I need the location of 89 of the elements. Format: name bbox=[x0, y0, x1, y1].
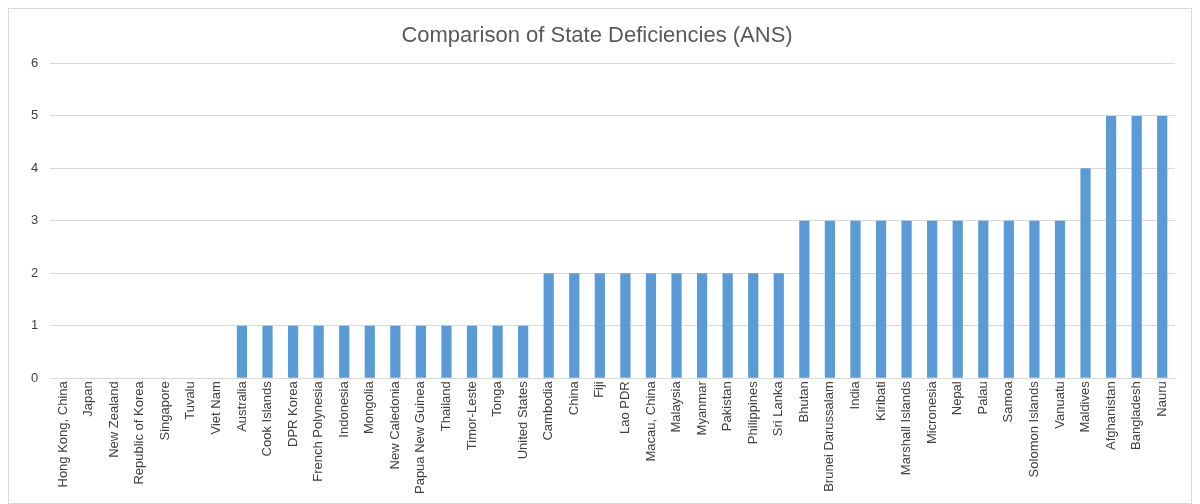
bar bbox=[569, 273, 580, 378]
bar bbox=[390, 325, 401, 378]
bar bbox=[799, 220, 810, 378]
x-tick-label: New Zealand bbox=[105, 381, 121, 458]
x-tick-label: Samoa bbox=[1000, 380, 1016, 423]
bar bbox=[1105, 115, 1117, 378]
x-tick-label: India bbox=[847, 380, 863, 410]
x-tick-label: Australia bbox=[233, 380, 249, 432]
x-tick-label: Japan bbox=[80, 381, 96, 417]
x-tick-label: Mongolia bbox=[361, 380, 377, 435]
bar bbox=[518, 325, 529, 378]
bar bbox=[339, 325, 350, 378]
x-tick-label: Micronesia bbox=[923, 380, 939, 445]
x-tick-label: Tonga bbox=[489, 380, 505, 417]
x-tick-label: Malaysia bbox=[668, 380, 684, 433]
x-tick-label: French Polynesia bbox=[310, 380, 326, 482]
y-tick-label: 6 bbox=[31, 54, 39, 70]
x-tick-label: Nepal bbox=[949, 381, 965, 416]
bar bbox=[236, 325, 248, 378]
bar bbox=[1003, 220, 1014, 378]
bar bbox=[901, 220, 912, 378]
x-tick-label: Kiribati bbox=[872, 381, 888, 422]
chart-title: Comparison of State Deficiencies (ANS) bbox=[401, 22, 793, 48]
bar bbox=[313, 325, 324, 378]
x-tick-label: Solomon Islands bbox=[1025, 380, 1041, 478]
x-tick-label: Indonesia bbox=[335, 380, 351, 438]
x-tick-label: Myanmar bbox=[693, 380, 709, 436]
y-tick-label: 5 bbox=[31, 107, 39, 123]
x-tick-label: Palau bbox=[974, 381, 990, 415]
bar bbox=[645, 273, 657, 378]
x-tick-label: Marshall Islands bbox=[898, 380, 914, 476]
x-tick-label: Brunei Darussalam bbox=[821, 381, 837, 492]
x-tick-label: Hong Kong, China bbox=[54, 380, 70, 488]
y-tick-label: 3 bbox=[31, 212, 39, 228]
x-tick-label: Afghanistan bbox=[1102, 381, 1118, 450]
bar bbox=[824, 220, 836, 378]
x-tick-label: Fiji bbox=[591, 381, 607, 398]
x-tick-label: Philippines bbox=[744, 380, 760, 445]
bar bbox=[850, 220, 861, 378]
bar bbox=[671, 273, 682, 378]
bar bbox=[441, 325, 452, 378]
y-tick-label: 2 bbox=[31, 264, 39, 280]
x-tick-label: Sri Lanka bbox=[770, 380, 786, 437]
bar bbox=[927, 220, 938, 378]
bar bbox=[748, 273, 759, 378]
x-tick-label: DPR Korea bbox=[284, 380, 300, 448]
bar bbox=[1131, 115, 1142, 378]
x-tick-label: Cook Islands bbox=[259, 380, 275, 457]
x-tick-label: Nauru bbox=[1153, 381, 1169, 417]
x-tick-label: Cambodia bbox=[540, 380, 556, 441]
x-tick-label: Pakistan bbox=[719, 381, 735, 432]
bar bbox=[287, 325, 299, 378]
x-tick-label: Singapore bbox=[156, 381, 172, 441]
x-tick-label: Papua New Guinea bbox=[412, 380, 428, 495]
bar bbox=[364, 325, 375, 378]
bar bbox=[1054, 220, 1066, 378]
bar bbox=[1080, 168, 1091, 378]
y-tick-label: 4 bbox=[31, 159, 39, 175]
bar bbox=[696, 273, 708, 378]
x-tick-label: Timor-Leste bbox=[463, 381, 479, 451]
y-tick-label: 0 bbox=[31, 369, 39, 385]
bar bbox=[1157, 115, 1168, 378]
bar bbox=[466, 325, 478, 378]
bar bbox=[262, 325, 273, 378]
bar bbox=[415, 325, 427, 378]
x-tick-label: United States bbox=[514, 380, 530, 460]
bar bbox=[543, 273, 554, 378]
x-tick-label: Bhutan bbox=[795, 381, 811, 423]
x-tick-label: Thailand bbox=[438, 381, 454, 432]
x-tick-label: Macau, China bbox=[642, 380, 658, 462]
bar bbox=[594, 273, 605, 378]
x-tick-label: China bbox=[565, 380, 581, 416]
bar bbox=[952, 220, 963, 378]
x-tick-label: Viet Nam bbox=[207, 381, 223, 435]
x-tick-label: Lao PDR bbox=[616, 381, 632, 435]
bar bbox=[773, 273, 784, 378]
x-tick-label: Bangladesh bbox=[1128, 381, 1144, 450]
y-tick-label: 1 bbox=[31, 317, 39, 333]
bar bbox=[978, 220, 989, 378]
bar bbox=[620, 273, 631, 378]
bar bbox=[875, 220, 887, 378]
x-tick-label: New Caledonia bbox=[386, 380, 402, 470]
x-tick-label: Republic of Korea bbox=[131, 380, 147, 485]
bar bbox=[492, 325, 503, 378]
x-tick-label: Vanuatu bbox=[1051, 381, 1067, 429]
x-tick-label: Tuvalu bbox=[182, 381, 198, 420]
bar bbox=[1029, 220, 1040, 378]
x-tick-label: Maldives bbox=[1077, 380, 1093, 433]
bar bbox=[722, 273, 733, 378]
